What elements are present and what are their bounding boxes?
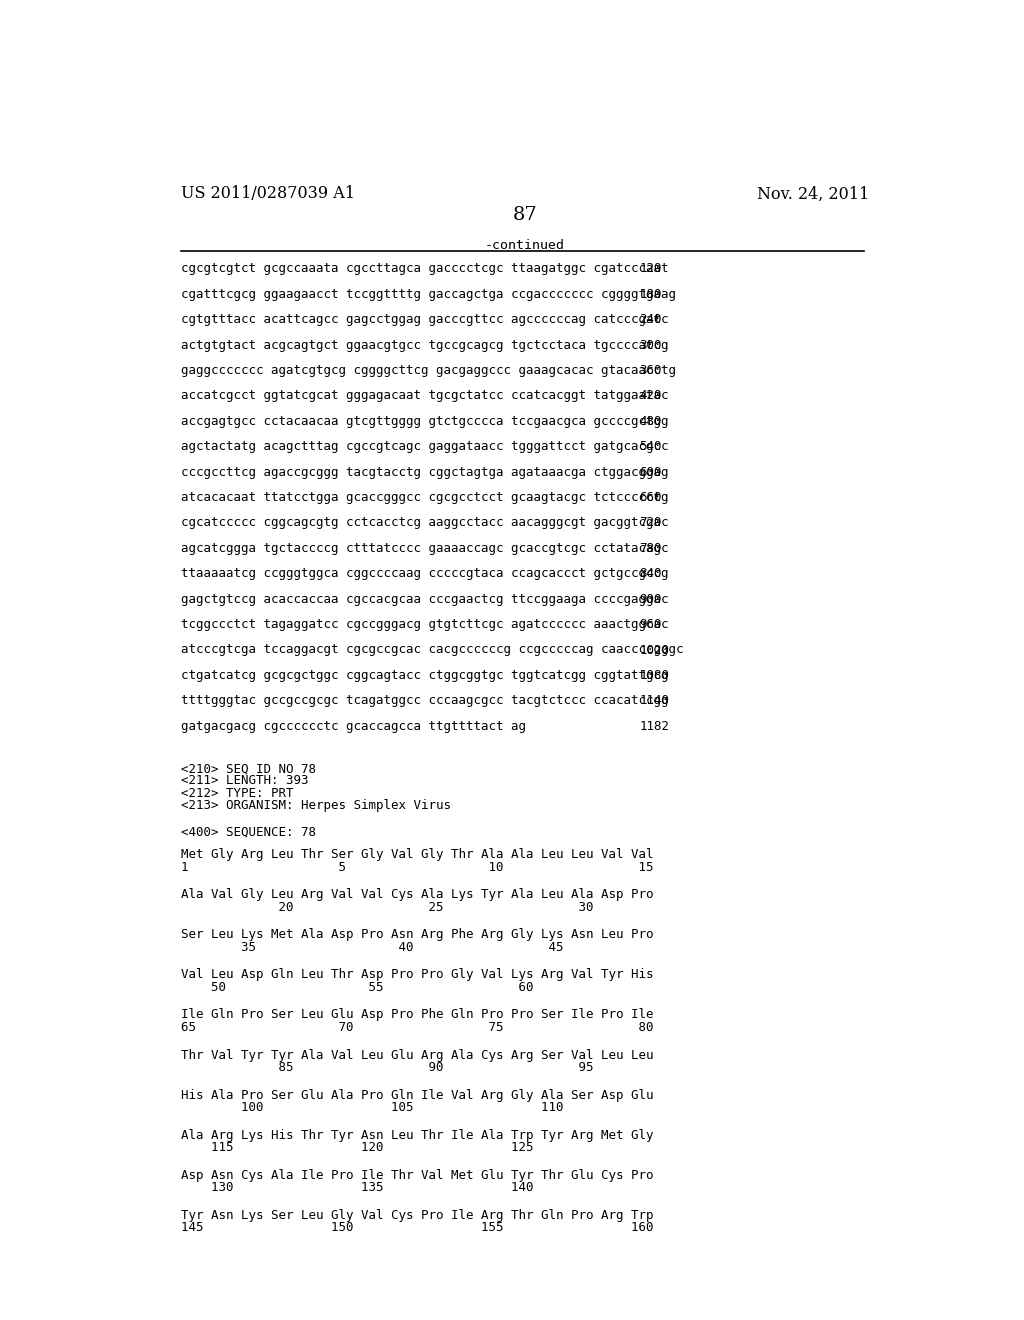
Text: 780: 780 <box>640 543 662 554</box>
Text: 100                 105                 110: 100 105 110 <box>180 1101 563 1114</box>
Text: 480: 480 <box>640 414 662 428</box>
Text: 960: 960 <box>640 618 662 631</box>
Text: 660: 660 <box>640 491 662 504</box>
Text: ctgatcatcg gcgcgctggc cggcagtacc ctggcggtgc tggtcatcgg cggtattgcg: ctgatcatcg gcgcgctggc cggcagtacc ctggcgg… <box>180 669 669 682</box>
Text: -continued: -continued <box>484 239 565 252</box>
Text: atcccgtcga tccaggacgt cgcgccgcac cacgccccccg ccgcccccag caaccccgggc: atcccgtcga tccaggacgt cgcgccgcac cacgccc… <box>180 644 683 656</box>
Text: 35                   40                  45: 35 40 45 <box>180 941 563 954</box>
Text: His Ala Pro Ser Glu Ala Pro Gln Ile Val Arg Gly Ala Ser Asp Glu: His Ala Pro Ser Glu Ala Pro Gln Ile Val … <box>180 1089 653 1102</box>
Text: cgtgtttacc acattcagcc gagcctggag gacccgttcc agccccccag catcccgatc: cgtgtttacc acattcagcc gagcctggag gacccgt… <box>180 313 669 326</box>
Text: cgcatccccc cggcagcgtg cctcacctcg aaggcctacc aacagggcgt gacggtcgac: cgcatccccc cggcagcgtg cctcacctcg aaggcct… <box>180 516 669 529</box>
Text: Val Leu Asp Gln Leu Thr Asp Pro Pro Gly Val Lys Arg Val Tyr His: Val Leu Asp Gln Leu Thr Asp Pro Pro Gly … <box>180 969 653 982</box>
Text: gaggccccccc agatcgtgcg cggggcttcg gacgaggccc gaaagcacac gtacaacctg: gaggccccccc agatcgtgcg cggggcttcg gacgag… <box>180 364 676 378</box>
Text: 87: 87 <box>512 206 538 224</box>
Text: 115                 120                 125: 115 120 125 <box>180 1140 534 1154</box>
Text: 300: 300 <box>640 339 662 351</box>
Text: US 2011/0287039 A1: US 2011/0287039 A1 <box>180 185 354 202</box>
Text: Tyr Asn Lys Ser Leu Gly Val Cys Pro Ile Arg Thr Gln Pro Arg Trp: Tyr Asn Lys Ser Leu Gly Val Cys Pro Ile … <box>180 1209 653 1222</box>
Text: 20                  25                  30: 20 25 30 <box>180 900 593 913</box>
Text: 120: 120 <box>640 263 662 276</box>
Text: <210> SEQ ID NO 78: <210> SEQ ID NO 78 <box>180 762 315 775</box>
Text: 900: 900 <box>640 593 662 606</box>
Text: atcacacaat ttatcctgga gcaccgggcc cgcgcctcct gcaagtacgc tctccccctg: atcacacaat ttatcctgga gcaccgggcc cgcgcct… <box>180 491 669 504</box>
Text: 85                  90                  95: 85 90 95 <box>180 1061 593 1074</box>
Text: 145                 150                 155                 160: 145 150 155 160 <box>180 1221 653 1234</box>
Text: agctactatg acagctttag cgccgtcagc gaggataacc tgggattcct gatgcacgcc: agctactatg acagctttag cgccgtcagc gaggata… <box>180 441 669 453</box>
Text: cccgccttcg agaccgcggg tacgtacctg cggctagtga agataaacga ctggacggag: cccgccttcg agaccgcggg tacgtacctg cggctag… <box>180 466 669 479</box>
Text: Met Gly Arg Leu Thr Ser Gly Val Gly Thr Ala Ala Leu Leu Val Val: Met Gly Arg Leu Thr Ser Gly Val Gly Thr … <box>180 849 653 862</box>
Text: actgtgtact acgcagtgct ggaacgtgcc tgccgcagcg tgctcctaca tgccccatcg: actgtgtact acgcagtgct ggaacgtgcc tgccgca… <box>180 339 669 351</box>
Text: 1                    5                   10                  15: 1 5 10 15 <box>180 861 653 874</box>
Text: 180: 180 <box>640 288 662 301</box>
Text: accatcgcct ggtatcgcat gggagacaat tgcgctatcc ccatcacggt tatggaatac: accatcgcct ggtatcgcat gggagacaat tgcgcta… <box>180 389 669 403</box>
Text: Ala Arg Lys His Thr Tyr Asn Leu Thr Ile Ala Trp Tyr Arg Met Gly: Ala Arg Lys His Thr Tyr Asn Leu Thr Ile … <box>180 1129 653 1142</box>
Text: Ile Gln Pro Ser Leu Glu Asp Pro Phe Gln Pro Pro Ser Ile Pro Ile: Ile Gln Pro Ser Leu Glu Asp Pro Phe Gln … <box>180 1008 653 1022</box>
Text: <400> SEQUENCE: 78: <400> SEQUENCE: 78 <box>180 825 315 838</box>
Text: ttaaaaatcg ccgggtggca cggccccaag cccccgtaca ccagcaccct gctgccgccg: ttaaaaatcg ccgggtggca cggccccaag cccccgt… <box>180 568 669 581</box>
Text: <211> LENGTH: 393: <211> LENGTH: 393 <box>180 775 308 788</box>
Text: 600: 600 <box>640 466 662 479</box>
Text: Ser Leu Lys Met Ala Asp Pro Asn Arg Phe Arg Gly Lys Asn Leu Pro: Ser Leu Lys Met Ala Asp Pro Asn Arg Phe … <box>180 928 653 941</box>
Text: 540: 540 <box>640 441 662 453</box>
Text: 65                   70                  75                  80: 65 70 75 80 <box>180 1020 653 1034</box>
Text: agcatcggga tgctaccccg ctttatcccc gaaaaccagc gcaccgtcgc cctatacagc: agcatcggga tgctaccccg ctttatcccc gaaaacc… <box>180 543 669 554</box>
Text: 130                 135                 140: 130 135 140 <box>180 1181 534 1195</box>
Text: 1080: 1080 <box>640 669 670 682</box>
Text: <212> TYPE: PRT: <212> TYPE: PRT <box>180 787 293 800</box>
Text: 720: 720 <box>640 516 662 529</box>
Text: 1020: 1020 <box>640 644 670 656</box>
Text: Nov. 24, 2011: Nov. 24, 2011 <box>757 185 869 202</box>
Text: accgagtgcc cctacaacaa gtcgttgggg gtctgcccca tccgaacgca gccccgctgg: accgagtgcc cctacaacaa gtcgttgggg gtctgcc… <box>180 414 669 428</box>
Text: 420: 420 <box>640 389 662 403</box>
Text: cgatttcgcg ggaagaacct tccggttttg gaccagctga ccgaccccccc cggggtgaag: cgatttcgcg ggaagaacct tccggttttg gaccagc… <box>180 288 676 301</box>
Text: 240: 240 <box>640 313 662 326</box>
Text: cgcgtcgtct gcgccaaata cgccttagca gacccctcgc ttaagatggc cgatcccaat: cgcgtcgtct gcgccaaata cgccttagca gacccct… <box>180 263 669 276</box>
Text: Thr Val Tyr Tyr Ala Val Leu Glu Arg Ala Cys Arg Ser Val Leu Leu: Thr Val Tyr Tyr Ala Val Leu Glu Arg Ala … <box>180 1048 653 1061</box>
Text: Ala Val Gly Leu Arg Val Val Cys Ala Lys Tyr Ala Leu Ala Asp Pro: Ala Val Gly Leu Arg Val Val Cys Ala Lys … <box>180 888 653 902</box>
Text: <213> ORGANISM: Herpes Simplex Virus: <213> ORGANISM: Herpes Simplex Virus <box>180 799 451 812</box>
Text: gatgacgacg cgcccccctc gcaccagcca ttgttttact ag: gatgacgacg cgcccccctc gcaccagcca ttgtttt… <box>180 719 525 733</box>
Text: ttttgggtac gccgccgcgc tcagatggcc cccaagcgcc tacgtctccc ccacatccgg: ttttgggtac gccgccgcgc tcagatggcc cccaagc… <box>180 694 669 708</box>
Text: 1182: 1182 <box>640 719 670 733</box>
Text: 840: 840 <box>640 568 662 581</box>
Text: 50                   55                  60: 50 55 60 <box>180 981 534 994</box>
Text: gagctgtccg acaccaccaa cgccacgcaa cccgaactcg ttccggaaga ccccgaggac: gagctgtccg acaccaccaa cgccacgcaa cccgaac… <box>180 593 669 606</box>
Text: tcggccctct tagaggatcc cgccgggacg gtgtcttcgc agatcccccc aaactggcac: tcggccctct tagaggatcc cgccgggacg gtgtctt… <box>180 618 669 631</box>
Text: 1140: 1140 <box>640 694 670 708</box>
Text: Asp Asn Cys Ala Ile Pro Ile Thr Val Met Glu Tyr Thr Glu Cys Pro: Asp Asn Cys Ala Ile Pro Ile Thr Val Met … <box>180 1168 653 1181</box>
Text: 360: 360 <box>640 364 662 378</box>
